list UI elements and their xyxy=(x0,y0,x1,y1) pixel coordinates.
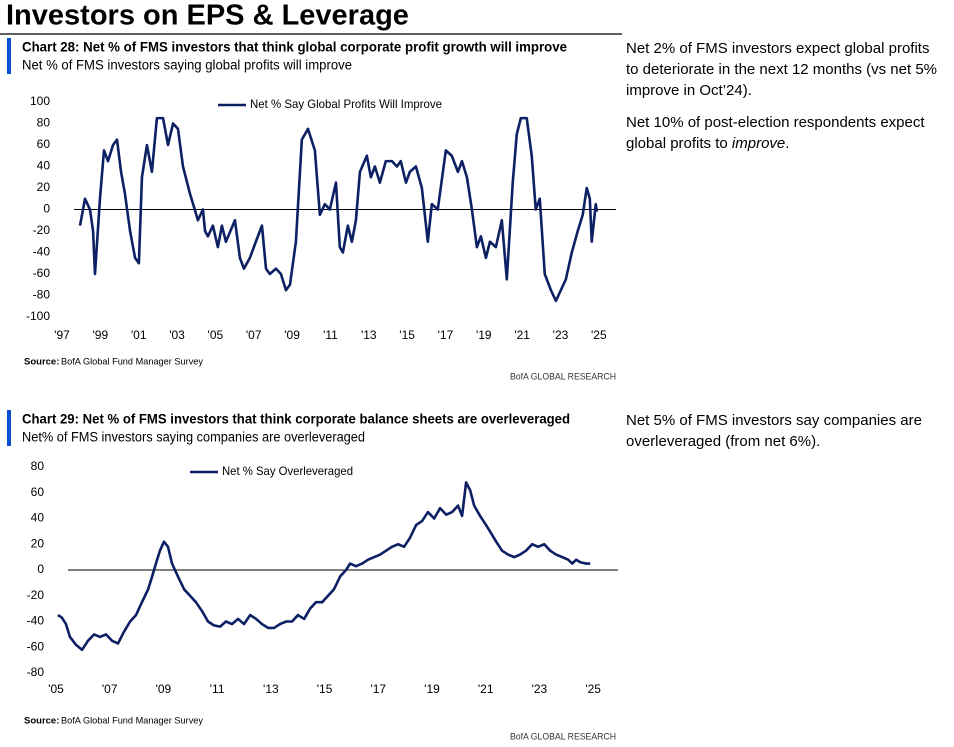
commentary: Net 5% of FMS investors say companies ar… xyxy=(626,410,944,463)
x-tick-label: '05 xyxy=(208,328,224,342)
y-tick-label: -60 xyxy=(33,266,51,280)
paragraph: Net 2% of FMS investors expect global pr… xyxy=(626,38,944,101)
y-tick-label: 40 xyxy=(37,159,51,173)
emphasis: improve xyxy=(731,135,786,152)
source: BofA Global Fund Manager Survey xyxy=(61,357,203,368)
chart-title: Chart 28: Net % of FMS investors that th… xyxy=(22,39,567,55)
paragraph: Net 5% of FMS investors say companies ar… xyxy=(626,410,944,452)
y-tick-label: 60 xyxy=(37,137,51,151)
paragraph: Net 10% of post-election respondents exp… xyxy=(626,112,944,154)
x-tick-label: '07 xyxy=(102,682,118,696)
y-tick-label: 20 xyxy=(31,536,45,550)
x-tick-label: '25 xyxy=(591,328,607,342)
y-tick-label: -20 xyxy=(33,223,51,237)
y-tick-label: -20 xyxy=(27,588,45,602)
x-tick-label: '99 xyxy=(93,328,109,342)
x-tick-label: '09 xyxy=(156,682,172,696)
x-tick-label: '17 xyxy=(370,682,386,696)
y-tick-label: 0 xyxy=(43,202,50,216)
y-tick-label: 60 xyxy=(31,485,45,499)
y-tick-label: -100 xyxy=(26,309,50,323)
source-label: Source: xyxy=(24,357,59,368)
x-tick-label: '97 xyxy=(54,328,70,342)
x-tick-label: '21 xyxy=(478,682,494,696)
x-tick-label: '01 xyxy=(131,328,147,342)
x-tick-label: '11 xyxy=(323,328,338,342)
charts: Investors on EPS & Leverage Chart 28: Ne… xyxy=(0,0,622,743)
accent-bar xyxy=(7,410,11,446)
y-tick-label: 20 xyxy=(37,180,51,194)
y-tick-label: -40 xyxy=(33,245,51,259)
x-tick-label: '17 xyxy=(438,328,454,342)
y-tick-label: 80 xyxy=(37,116,51,130)
x-tick-label: '19 xyxy=(424,682,440,696)
legend-label: Net % Say Overleveraged xyxy=(222,464,353,478)
text: Net 5% of FMS investors say companies ar… xyxy=(626,412,922,450)
y-tick-label: 0 xyxy=(37,562,44,576)
accent-bar xyxy=(7,38,11,74)
x-tick-label: '15 xyxy=(399,328,415,342)
chart-title: Chart 29: Net % of FMS investors that th… xyxy=(22,411,570,427)
y-tick-label: -40 xyxy=(27,614,45,628)
text: . xyxy=(785,135,790,152)
source: BofA Global Fund Manager Survey xyxy=(61,716,203,727)
x-tick-label: '07 xyxy=(246,328,262,342)
x-tick-label: '23 xyxy=(553,328,569,342)
y-tick-label: 80 xyxy=(31,459,45,473)
y-tick-label: -60 xyxy=(27,639,45,653)
y-tick-label: -80 xyxy=(33,288,51,302)
x-tick-label: '03 xyxy=(169,328,185,342)
x-tick-label: '13 xyxy=(361,328,377,342)
x-tick-label: '11 xyxy=(210,682,225,696)
x-tick-label: '05 xyxy=(48,682,64,696)
x-tick-label: '23 xyxy=(532,682,548,696)
x-tick-label: '09 xyxy=(284,328,300,342)
commentary: Net 2% of FMS investors expect global pr… xyxy=(626,38,944,165)
x-tick-label: '25 xyxy=(585,682,601,696)
y-tick-label: 100 xyxy=(30,94,50,108)
x-tick-label: '19 xyxy=(476,328,492,342)
y-tick-label: 40 xyxy=(31,511,45,525)
text: Net 10% of post-election respondents exp… xyxy=(626,114,925,152)
y-tick-label: -80 xyxy=(27,665,45,679)
chart-subtitle: Net % of FMS investors saying global pro… xyxy=(22,58,352,73)
chart-subtitle: Net% of FMS investors saying companies a… xyxy=(22,430,365,445)
x-tick-label: '13 xyxy=(263,682,279,696)
data-line xyxy=(57,481,591,652)
text: Net 2% of FMS investors expect global pr… xyxy=(626,40,938,99)
brand: BofA GLOBAL RESEARCH xyxy=(510,732,616,743)
source-label: Source: xyxy=(24,716,59,727)
data-line xyxy=(78,116,599,303)
x-tick-label: '21 xyxy=(514,328,530,342)
page-title: Investors on EPS & Leverage xyxy=(6,0,409,32)
x-tick-label: '15 xyxy=(317,682,333,696)
brand: BofA GLOBAL RESEARCH xyxy=(510,372,616,383)
legend-label: Net % Say Global Profits Will Improve xyxy=(250,97,442,111)
